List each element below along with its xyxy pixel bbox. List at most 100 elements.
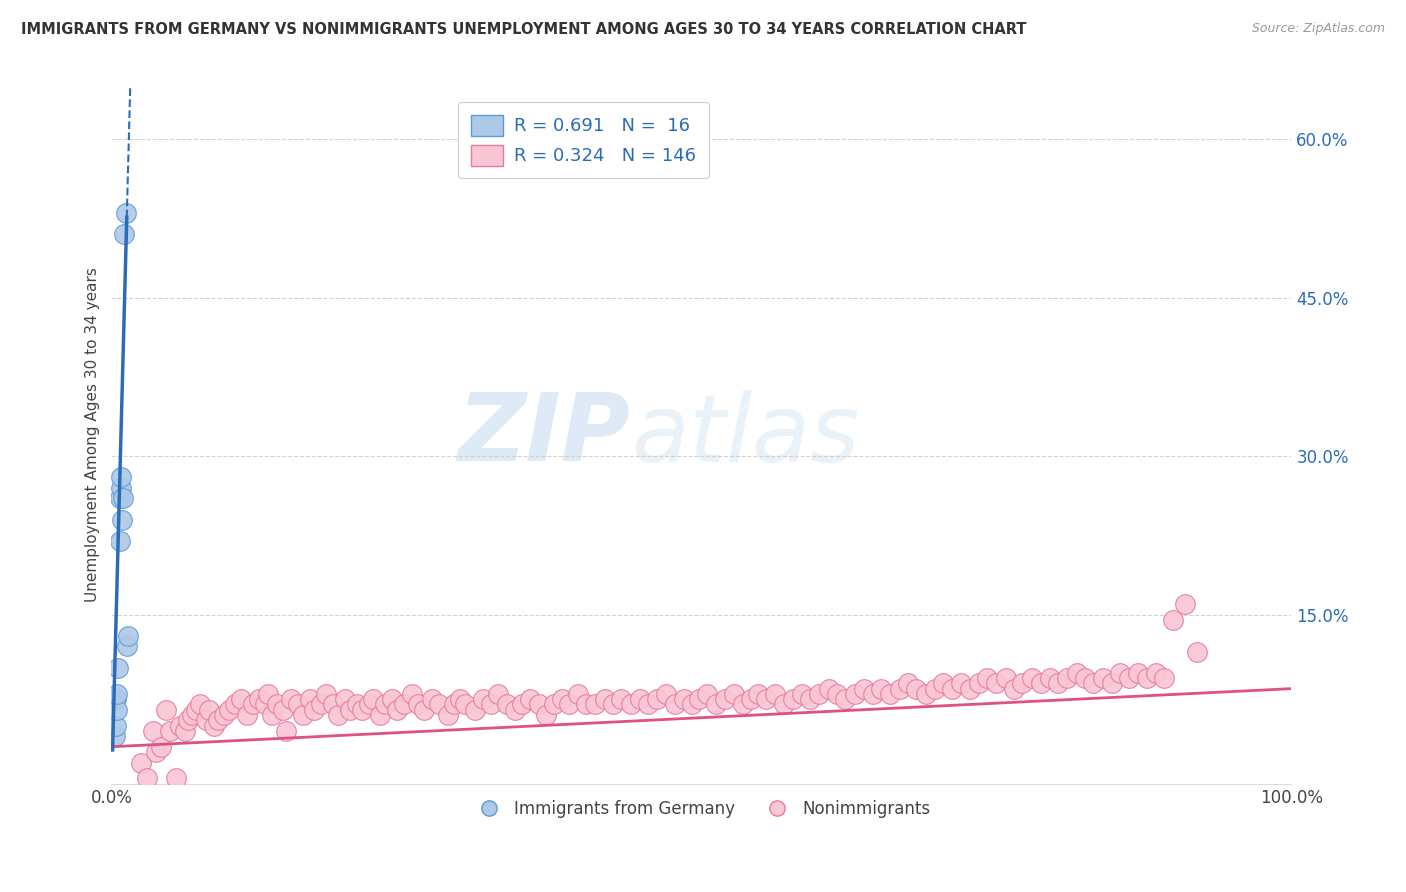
Point <box>194 714 217 728</box>
Point <box>231 692 253 706</box>
Point <box>1066 665 1088 680</box>
Point <box>799 692 821 706</box>
Point <box>479 698 502 712</box>
Point <box>897 676 920 690</box>
Point <box>731 698 754 712</box>
Point <box>247 692 270 706</box>
Point <box>510 698 533 712</box>
Point <box>593 692 616 706</box>
Point <box>173 723 195 738</box>
Point <box>104 729 127 743</box>
Point <box>495 698 517 712</box>
Text: atlas: atlas <box>631 390 859 481</box>
Point <box>381 692 404 706</box>
Point <box>374 698 396 712</box>
Point <box>932 676 955 690</box>
Point <box>714 692 737 706</box>
Point <box>664 698 686 712</box>
Point <box>304 703 326 717</box>
Point <box>110 470 132 484</box>
Point <box>645 692 668 706</box>
Point <box>155 703 177 717</box>
Point <box>1083 676 1105 690</box>
Point <box>105 687 128 701</box>
Point <box>558 698 581 712</box>
Point <box>142 723 165 738</box>
Point <box>503 703 526 717</box>
Point <box>1163 613 1185 627</box>
Point <box>165 772 187 786</box>
Point <box>637 698 659 712</box>
Point <box>763 687 786 701</box>
Point <box>543 698 565 712</box>
Point <box>363 692 385 706</box>
Point <box>1153 671 1175 685</box>
Text: IMMIGRANTS FROM GERMANY VS NONIMMIGRANTS UNEMPLOYMENT AMONG AGES 30 TO 34 YEARS : IMMIGRANTS FROM GERMANY VS NONIMMIGRANTS… <box>21 22 1026 37</box>
Point <box>422 692 444 706</box>
Point <box>370 708 392 723</box>
Point <box>723 687 745 701</box>
Point <box>105 703 128 717</box>
Point <box>567 687 589 701</box>
Point <box>941 681 963 696</box>
Point <box>1056 671 1078 685</box>
Point <box>449 692 471 706</box>
Point <box>825 687 848 701</box>
Point <box>242 698 264 712</box>
Point <box>602 698 624 712</box>
Point <box>967 676 990 690</box>
Point <box>177 714 200 728</box>
Point <box>808 687 831 701</box>
Point <box>253 698 276 712</box>
Point <box>610 692 633 706</box>
Point <box>704 698 727 712</box>
Point <box>129 756 152 770</box>
Point <box>315 687 337 701</box>
Point <box>346 698 368 712</box>
Point <box>914 687 936 701</box>
Point <box>527 698 550 712</box>
Point <box>274 723 297 738</box>
Legend: Immigrants from Germany, Nonimmigrants: Immigrants from Germany, Nonimmigrants <box>465 793 936 824</box>
Point <box>672 692 695 706</box>
Point <box>790 687 813 701</box>
Text: ZIP: ZIP <box>458 389 631 481</box>
Point <box>298 692 321 706</box>
Point <box>1031 676 1053 690</box>
Point <box>266 698 288 712</box>
Point <box>169 718 191 732</box>
Point <box>1144 665 1167 680</box>
Point <box>1109 665 1132 680</box>
Point <box>1046 676 1069 690</box>
Point <box>844 687 866 701</box>
Point <box>218 703 240 717</box>
Point <box>108 533 131 548</box>
Point <box>534 708 557 723</box>
Point <box>1174 597 1197 611</box>
Point <box>212 708 235 723</box>
Point <box>429 698 451 712</box>
Point <box>135 772 157 786</box>
Point <box>976 671 998 685</box>
Point <box>1118 671 1140 685</box>
Point <box>202 718 225 732</box>
Point <box>392 698 415 712</box>
Point <box>755 692 778 706</box>
Point <box>112 227 135 242</box>
Point <box>905 681 928 696</box>
Point <box>186 703 208 717</box>
Point <box>869 681 891 696</box>
Point <box>1185 645 1208 659</box>
Point <box>117 629 139 643</box>
Point <box>889 681 911 696</box>
Point <box>287 698 309 712</box>
Point <box>773 698 796 712</box>
Point <box>1002 681 1025 696</box>
Point <box>108 491 131 506</box>
Point <box>401 687 423 701</box>
Point <box>879 687 901 701</box>
Point <box>198 703 221 717</box>
Point <box>818 681 841 696</box>
Point <box>443 698 465 712</box>
Point <box>747 687 769 701</box>
